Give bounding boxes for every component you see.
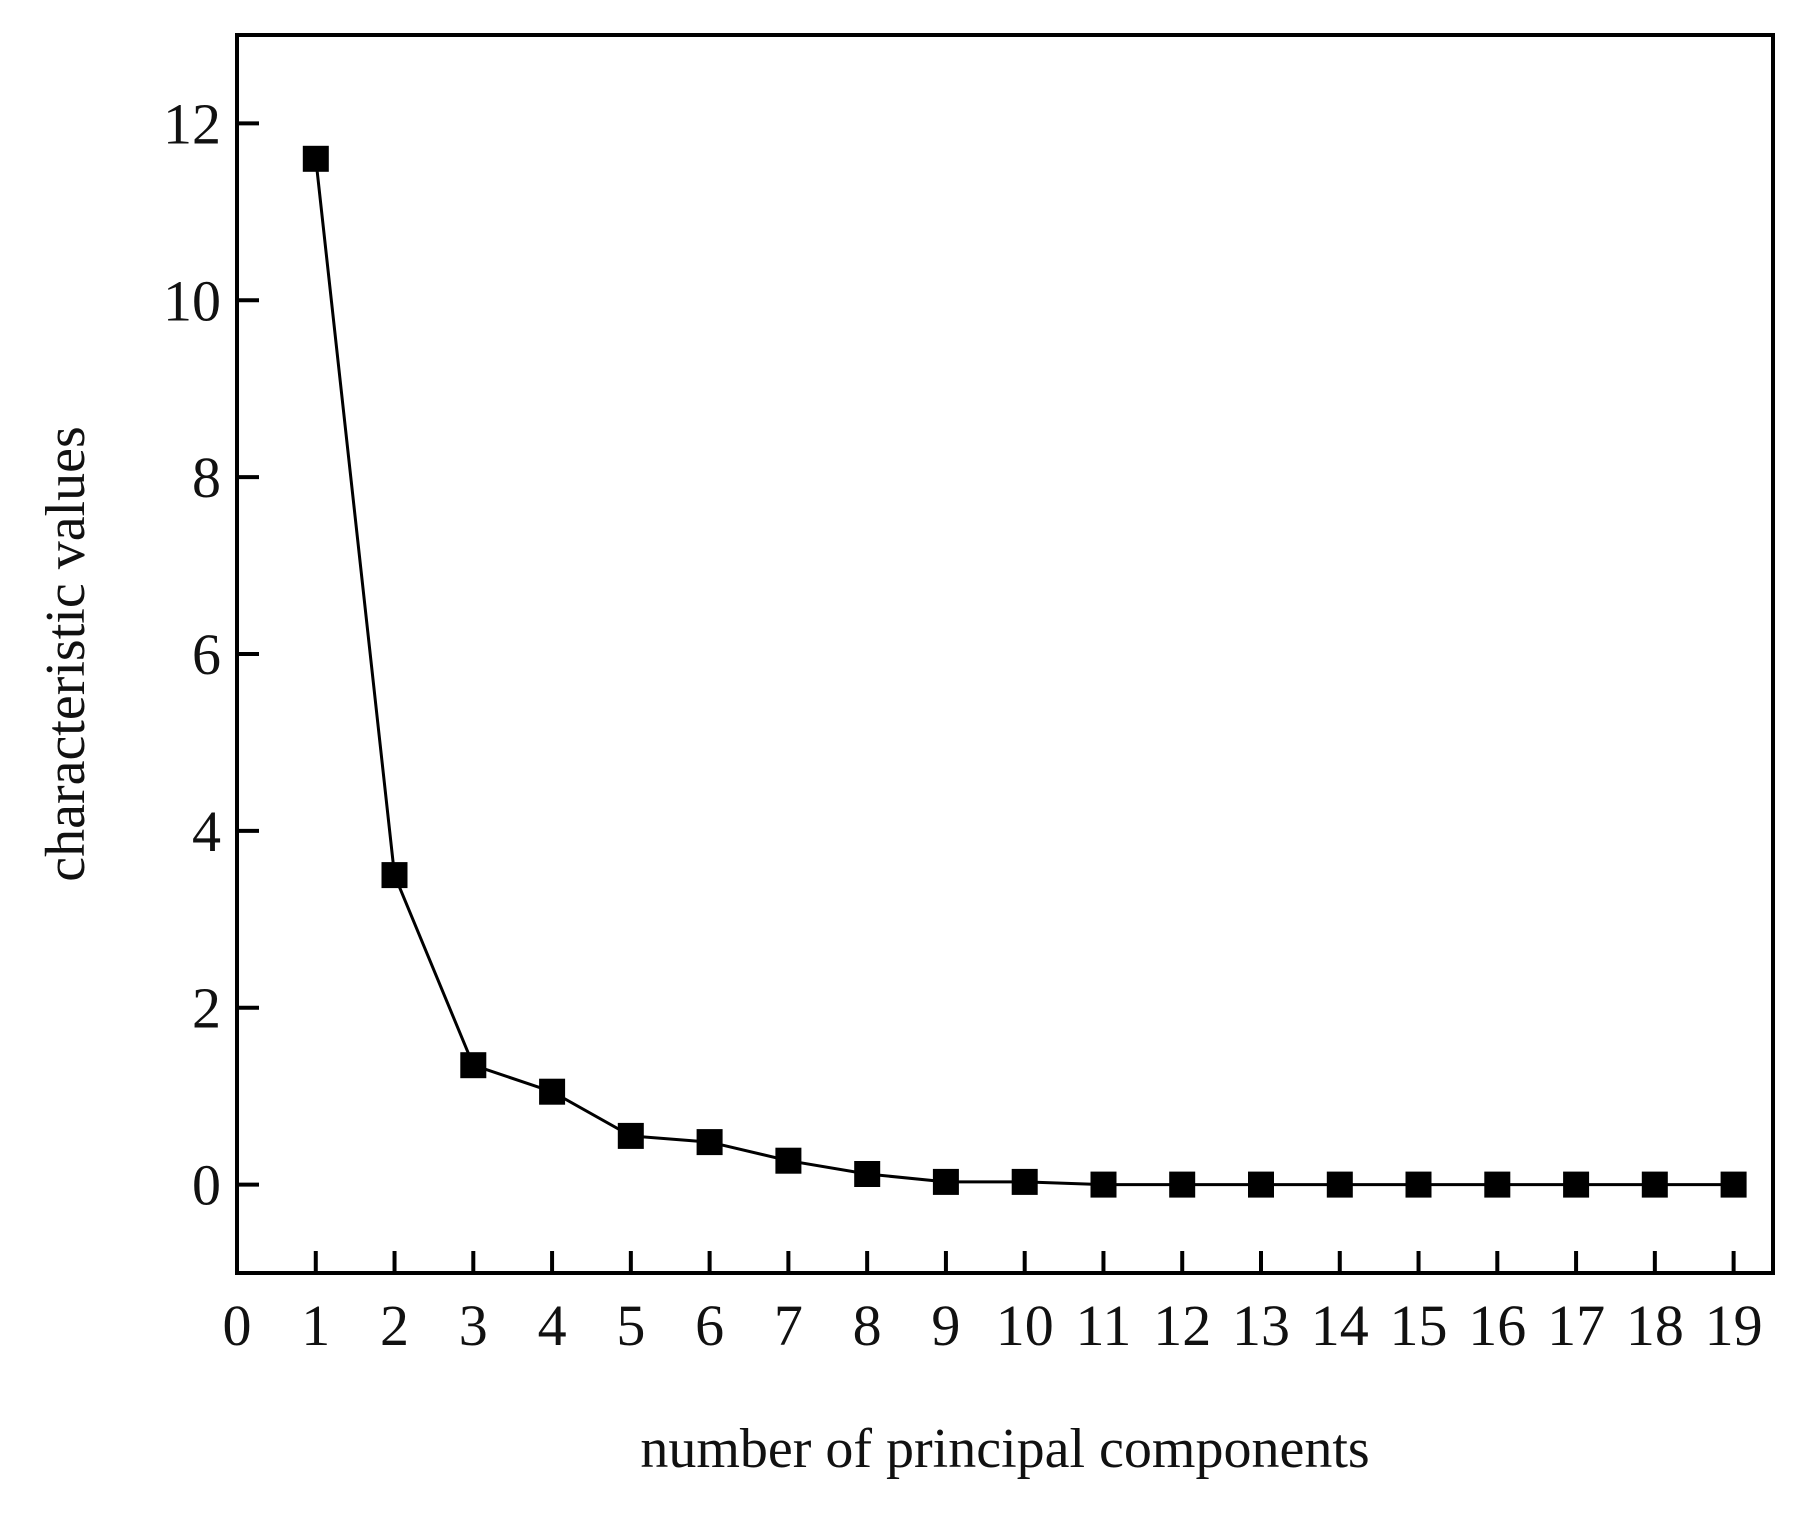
y-tick-label: 4 bbox=[192, 799, 221, 864]
data-point-marker bbox=[932, 1168, 959, 1195]
data-point-marker bbox=[696, 1129, 723, 1156]
data-point-marker bbox=[1563, 1171, 1590, 1198]
data-point-marker bbox=[1720, 1171, 1747, 1198]
y-axis: 0 2 4 6 8 10 12 bbox=[163, 91, 259, 1218]
x-tick-label: 19 bbox=[1705, 1293, 1763, 1358]
x-axis: 0 1 2 3 4 5 6 7 8 9 10 11 12 13 14 15 16 17 18 19 bbox=[223, 1251, 1763, 1358]
x-tick-label: 17 bbox=[1547, 1293, 1605, 1358]
data-point-marker bbox=[1326, 1171, 1353, 1198]
x-axis-title: number of principal components bbox=[640, 1418, 1369, 1480]
data-point-marker bbox=[1484, 1171, 1511, 1198]
data-point-marker bbox=[539, 1078, 566, 1105]
y-axis-title: characteristic values bbox=[35, 426, 97, 882]
x-tick-label: 4 bbox=[538, 1293, 567, 1358]
x-tick-label: 14 bbox=[1311, 1293, 1369, 1358]
y-tick-label: 8 bbox=[192, 445, 221, 510]
data-point-marker bbox=[381, 862, 408, 889]
data-point-marker bbox=[1011, 1168, 1038, 1195]
x-tick-label: 9 bbox=[931, 1293, 960, 1358]
data-point-marker bbox=[1169, 1171, 1196, 1198]
data-point-marker bbox=[1248, 1171, 1274, 1198]
x-tick-label: 6 bbox=[695, 1293, 724, 1358]
data-point-marker bbox=[1090, 1171, 1117, 1198]
data-point-marker bbox=[775, 1147, 802, 1174]
data-point-marker bbox=[854, 1161, 881, 1187]
x-tick-label: 16 bbox=[1468, 1293, 1526, 1358]
x-tick-label: 7 bbox=[774, 1293, 803, 1358]
data-point-marker bbox=[617, 1122, 644, 1149]
data-point-marker bbox=[302, 145, 329, 172]
y-tick-label: 12 bbox=[163, 91, 221, 156]
plot-frame bbox=[235, 33, 1775, 1275]
series-markers bbox=[302, 145, 1747, 1198]
y-tick-label: 10 bbox=[163, 268, 221, 333]
x-tick-label: 5 bbox=[616, 1293, 645, 1358]
data-point-marker bbox=[1405, 1171, 1432, 1198]
data-point-marker bbox=[460, 1052, 487, 1079]
x-tick-label: 10 bbox=[996, 1293, 1054, 1358]
x-tick-label: 2 bbox=[380, 1293, 409, 1358]
series-line bbox=[314, 158, 1734, 1187]
x-tick-label: 12 bbox=[1153, 1293, 1211, 1358]
y-tick-label: 6 bbox=[192, 622, 221, 687]
x-tick-label: 8 bbox=[853, 1293, 882, 1358]
data-point-marker bbox=[1641, 1171, 1668, 1198]
x-tick-label: 1 bbox=[301, 1293, 330, 1358]
x-tick-label: 3 bbox=[459, 1293, 488, 1358]
x-tick-label: 0 bbox=[223, 1293, 252, 1358]
y-tick-label: 2 bbox=[192, 976, 221, 1041]
x-tick-label: 13 bbox=[1232, 1293, 1290, 1358]
x-tick-label: 11 bbox=[1076, 1293, 1132, 1358]
x-tick-label: 18 bbox=[1626, 1293, 1684, 1358]
y-tick-label: 0 bbox=[192, 1153, 221, 1218]
x-tick-label: 15 bbox=[1390, 1293, 1448, 1358]
